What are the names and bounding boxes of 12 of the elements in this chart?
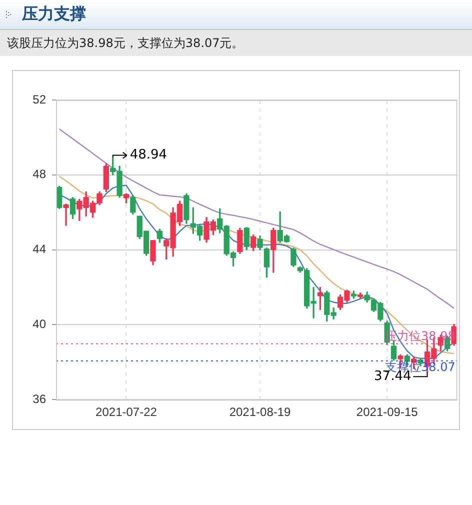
y-tick-label: 44 bbox=[32, 242, 46, 256]
x-tick-label: 2021-08-19 bbox=[229, 405, 292, 420]
chart-subtitle: 该股压力位为38.98元，支撑位为38.07元。 bbox=[0, 30, 472, 56]
x-tick-label: 2021-07-22 bbox=[96, 405, 158, 420]
y-tick-label: 40 bbox=[32, 317, 46, 332]
y-tick-label: 48 bbox=[32, 167, 46, 182]
y-tick-label: 52 bbox=[32, 92, 46, 106]
annotation: 48.94 bbox=[130, 148, 168, 163]
chart-title: 压力支撑 bbox=[22, 4, 86, 25]
y-tick-label: 36 bbox=[32, 392, 46, 406]
x-tick-label: 2021-09-15 bbox=[356, 405, 418, 420]
candlestick bbox=[63, 204, 69, 226]
